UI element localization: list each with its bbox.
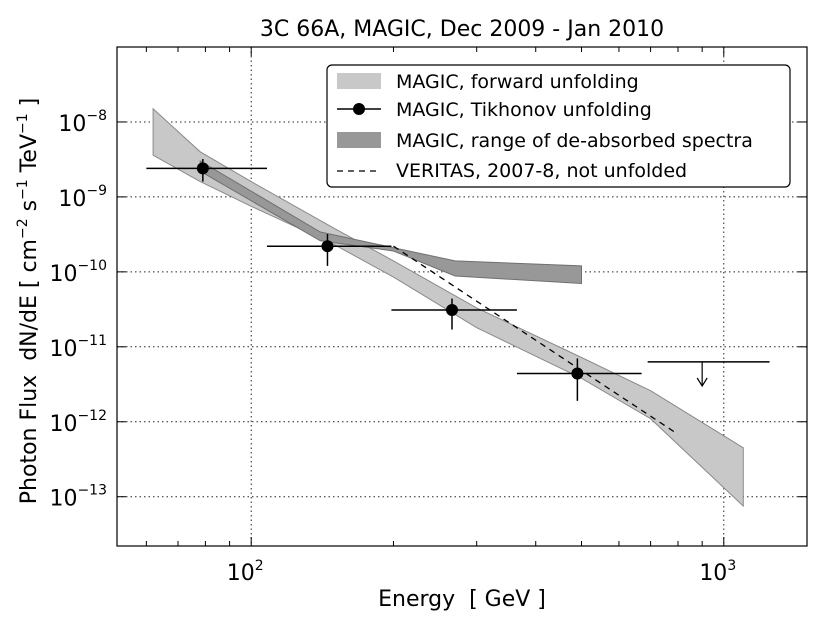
marker-1 xyxy=(321,240,334,253)
chart-title: 3C 66A, MAGIC, Dec 2009 - Jan 2010 xyxy=(260,17,664,42)
y-axis-title-exp-1: −2 xyxy=(15,218,31,239)
y-tick-label-1: 10−12 xyxy=(49,408,107,437)
y-tick-label-exp-5: −8 xyxy=(86,108,107,124)
y-tick-label-4: 10−9 xyxy=(58,183,107,212)
series-layer xyxy=(146,107,770,508)
upper-limit xyxy=(647,361,770,388)
plot-frame xyxy=(116,46,808,547)
y-tick-label-2: 10−11 xyxy=(49,333,107,362)
y-tick-label-base-1: 10 xyxy=(49,412,77,437)
y-tick-label-exp-0: −13 xyxy=(77,483,107,499)
data-point-1 xyxy=(267,233,392,266)
x-tick-label-exp-1: 3 xyxy=(727,558,736,574)
y-axis-title-part-c: TeV xyxy=(17,134,42,179)
dashed-line-series-3 xyxy=(393,245,679,435)
y-tick-label-5: 10−8 xyxy=(58,108,107,137)
y-tick-label-base-0: 10 xyxy=(49,487,77,512)
y-axis-title-part-d: ] xyxy=(17,98,42,114)
data-point-2 xyxy=(391,298,517,330)
axes-layer xyxy=(116,46,808,547)
y-axis-title-part-b: s xyxy=(17,200,42,218)
y-tick-label-base-3: 10 xyxy=(49,262,77,287)
y-tick-label-exp-1: −12 xyxy=(77,408,107,424)
y-axis-title-exp-2: −1 xyxy=(15,179,31,200)
y-axis-title: Photon Flux dN/dE [ cm−2 s−1 TeV−1 ] xyxy=(15,98,42,504)
y-axis-title-part-a: Photon Flux dN/dE [ cm xyxy=(17,239,42,504)
data-point-3 xyxy=(516,358,642,401)
x-tick-label-0: 102 xyxy=(227,558,264,586)
legend-swatch-forward-unfolding xyxy=(337,73,381,89)
y-tick-label-exp-2: −11 xyxy=(77,333,107,349)
marker-3 xyxy=(571,367,584,380)
y-axis-title-exp-3: −1 xyxy=(15,113,31,134)
x-tick-label-exp-0: 2 xyxy=(255,558,264,574)
upper-limit-arrow-head xyxy=(696,377,708,388)
x-tick-label-1: 103 xyxy=(699,558,736,586)
legend-label-deabsorbed: MAGIC, range of de-absorbed spectra xyxy=(396,130,753,152)
legend-label-veritas: VERITAS, 2007-8, not unfolded xyxy=(396,160,687,182)
legend-box xyxy=(326,64,791,188)
legend-label-tikhonov: MAGIC, Tikhonov unfolding xyxy=(396,99,652,121)
y-tick-label-0: 10−13 xyxy=(49,483,107,512)
y-tick-label-exp-4: −9 xyxy=(86,183,107,199)
legend-marker-tikhonov xyxy=(353,103,365,115)
x-tick-label-base-0: 10 xyxy=(227,561,255,586)
x-tick-label-base-1: 10 xyxy=(699,561,727,586)
y-tick-label-base-5: 10 xyxy=(58,112,86,137)
marker-0 xyxy=(196,162,209,175)
y-tick-label-3: 10−10 xyxy=(49,258,107,287)
band-series-2 xyxy=(199,160,582,285)
y-tick-label-base-4: 10 xyxy=(58,187,86,212)
y-tick-label-exp-3: −10 xyxy=(77,258,107,274)
legend-swatch-deabsorbed xyxy=(337,132,381,148)
marker-2 xyxy=(445,303,458,316)
x-axis-title: Energy [ GeV ] xyxy=(378,587,546,612)
legend-label-forward-unfolding: MAGIC, forward unfolding xyxy=(396,71,639,93)
y-tick-label-base-2: 10 xyxy=(49,337,77,362)
data-point-0 xyxy=(146,159,268,182)
legend: MAGIC, forward unfolding MAGIC, Tikhonov… xyxy=(326,64,791,188)
